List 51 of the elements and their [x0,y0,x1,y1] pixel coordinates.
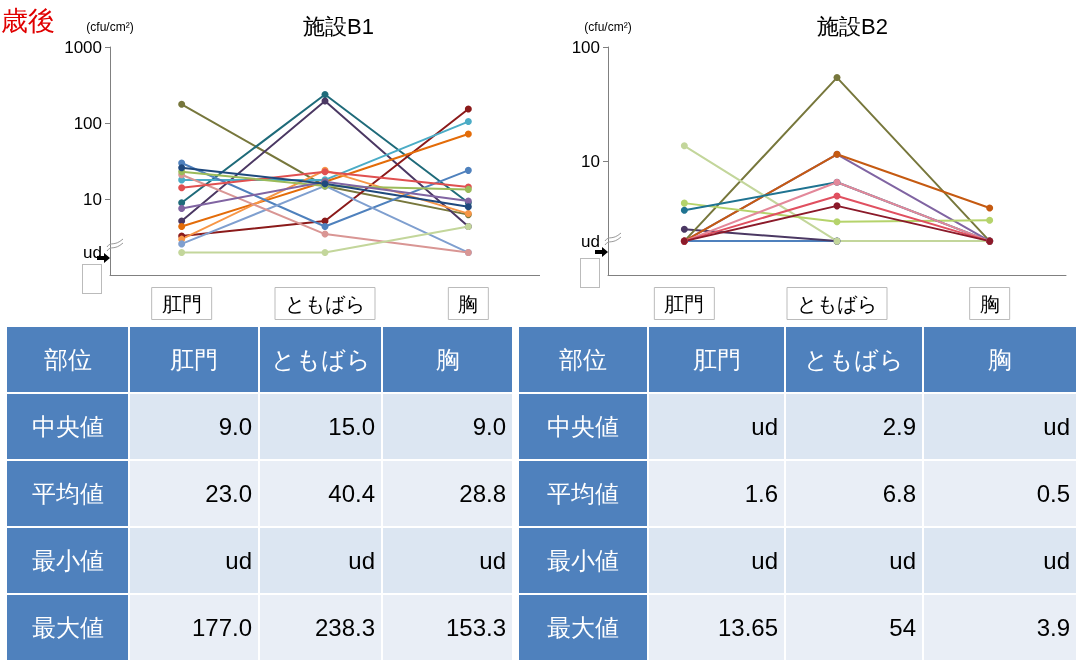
text: ud [129,527,259,594]
y-tick-label: ud [581,231,600,251]
text: 6.8 [785,460,923,527]
text: 54 [785,594,923,661]
text: 平均値 [6,460,129,527]
x-tick-label: 肛門 [664,292,705,315]
text: ud [648,527,785,594]
text: 中央値 [518,393,648,460]
y-tick-label: 10 [581,151,600,171]
x-tick-label: 胸 [458,292,479,315]
y-axis-title: (cfu/cm²) [584,20,632,34]
text: 部位 [518,326,648,393]
text: 1.6 [648,460,785,527]
y-tick-label: 10 [83,189,102,209]
text: ud [382,527,513,594]
chart-title: 施設B1 [303,13,374,39]
text: 最小値 [518,527,648,594]
text: 3.9 [923,594,1076,661]
text: 歳後 [1,6,55,36]
text: ud [259,527,382,594]
text: 0.5 [923,460,1076,527]
text: 最大値 [518,594,648,661]
text: 177.0 [129,594,259,661]
text: 15.0 [259,393,382,460]
text: 中央値 [6,393,129,460]
y-tick-label: 1000 [64,37,102,57]
x-tick-label: ともばら [797,292,877,315]
text: 9.0 [129,393,259,460]
x-tick-label: 肛門 [161,292,202,315]
text: ud [923,393,1076,460]
text: 2.9 [785,393,923,460]
chart-title: 施設B2 [817,13,888,39]
text: 153.3 [382,594,513,661]
text: 13.65 [648,594,785,661]
text: ud [785,527,923,594]
text: 部位 [6,326,129,393]
text: 23.0 [129,460,259,527]
text: ud [923,527,1076,594]
x-tick-label: 胸 [979,292,1000,315]
text: 平均値 [518,460,648,527]
text: 28.8 [382,460,513,527]
y-tick-label: 100 [73,113,102,133]
text: 40.4 [259,460,382,527]
text: 9.0 [382,393,513,460]
x-tick-label: ともばら [285,292,365,315]
text: 最小値 [6,527,129,594]
text: ud [648,393,785,460]
text: 238.3 [259,594,382,661]
y-axis-title: (cfu/cm²) [86,20,134,34]
y-tick-label: 100 [571,37,600,57]
text: 最大値 [6,594,129,661]
